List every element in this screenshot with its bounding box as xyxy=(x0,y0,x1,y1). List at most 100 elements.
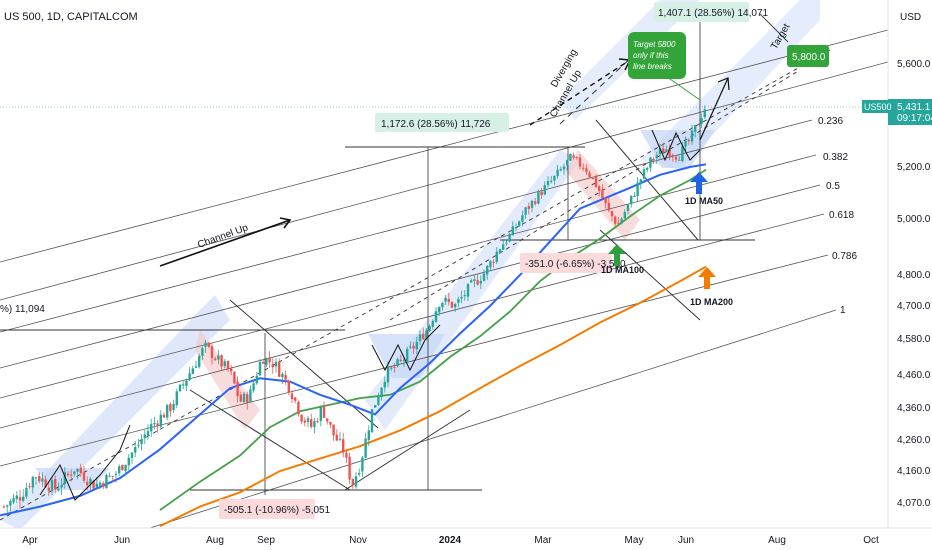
candle-body xyxy=(342,439,345,453)
candle-body xyxy=(326,418,329,422)
candle-body xyxy=(668,149,671,157)
price-axis[interactable]: USD 5,600.05,400.05,200.05,000.04,800.04… xyxy=(862,0,932,550)
candle-body xyxy=(559,169,562,171)
candle-body xyxy=(370,409,374,432)
candle-body xyxy=(377,397,380,405)
candle-body xyxy=(236,381,239,396)
candle-body xyxy=(374,405,377,408)
candle-body xyxy=(562,166,566,170)
candle-body xyxy=(566,159,569,166)
drop-2023-badge: -505.1 (-10.96%) -5,051 xyxy=(219,499,331,519)
target-note-line3: line breaks xyxy=(633,62,672,71)
candle-body xyxy=(604,197,607,204)
candle-body xyxy=(76,468,79,472)
candle-body xyxy=(313,421,316,428)
candle-body xyxy=(646,167,649,170)
candle-body xyxy=(476,280,479,285)
candle-body xyxy=(278,362,281,377)
candle-body xyxy=(329,421,332,425)
candle-body xyxy=(265,358,268,365)
candle-body xyxy=(527,206,530,209)
candle-body xyxy=(684,140,687,147)
candle-body xyxy=(242,393,246,403)
y-tick-label: 5,600.0 xyxy=(897,59,931,70)
candle-body xyxy=(585,168,588,172)
candle-body xyxy=(537,191,540,204)
candle-body xyxy=(201,348,204,356)
plot-area[interactable] xyxy=(0,0,888,528)
candle-body xyxy=(217,355,220,360)
candle-body xyxy=(140,439,143,445)
candle-body xyxy=(130,452,134,458)
candle-body xyxy=(508,234,511,242)
candle-body xyxy=(28,486,31,488)
candle-body xyxy=(124,464,127,471)
candle-body xyxy=(556,169,559,177)
candle-body xyxy=(57,488,60,491)
x-tick-label: Sep xyxy=(257,535,275,546)
x-tick-label: Mar xyxy=(534,535,552,546)
candle-body xyxy=(70,474,73,476)
candle-body xyxy=(306,418,310,423)
candle-body xyxy=(441,302,444,308)
ma50-line xyxy=(0,163,707,517)
candle-body xyxy=(185,380,188,386)
candle-body xyxy=(655,155,658,159)
candle-body xyxy=(697,124,700,126)
candle-body xyxy=(438,307,441,313)
price-tag-symbol: US500 xyxy=(864,102,892,112)
candle-body xyxy=(492,261,495,263)
candle-body xyxy=(578,157,582,167)
currency-label: USD xyxy=(900,12,921,23)
candle-body xyxy=(92,480,95,489)
projection-arrow xyxy=(699,77,729,141)
candle-body xyxy=(274,361,278,367)
trend-line xyxy=(149,309,837,528)
candle-body xyxy=(649,157,652,168)
candle-body xyxy=(678,159,681,161)
candle-body xyxy=(601,189,604,199)
candle-body xyxy=(463,295,466,297)
candle-body xyxy=(246,394,249,403)
candle-body xyxy=(546,180,550,186)
top-measure-label: 1,407.1 (28.56%) 14,071 xyxy=(658,8,769,19)
candle-body xyxy=(226,361,230,370)
trend-line xyxy=(0,154,817,369)
candle-body xyxy=(290,393,294,400)
candle-body xyxy=(534,201,537,204)
candle-body xyxy=(111,475,114,477)
candle-body xyxy=(380,387,383,398)
candle-body xyxy=(230,368,233,372)
candle-body xyxy=(121,465,124,471)
candle-body xyxy=(194,366,198,368)
x-tick-label: Jun xyxy=(678,535,694,546)
channel-bands xyxy=(0,0,820,528)
y-tick-label: 4,580.0 xyxy=(897,334,931,345)
candle-body xyxy=(38,476,41,482)
target-value-badge: 5,800.0 xyxy=(787,45,829,67)
candle-body xyxy=(690,130,694,142)
candle-body xyxy=(674,157,678,160)
candle-body xyxy=(591,178,594,180)
candle-body xyxy=(521,215,524,222)
fib-label: 0.236 xyxy=(818,116,843,127)
time-axis[interactable]: Apr Jun Aug Sep Nov 2024 Mar May Jun Aug Oct xyxy=(0,527,932,550)
y-tick-label: 4,460.0 xyxy=(897,370,931,381)
candle-body xyxy=(620,218,623,224)
candle-body xyxy=(386,367,390,383)
diverging-arrow xyxy=(529,59,631,126)
candle-body xyxy=(486,265,489,275)
candle-body xyxy=(79,467,82,474)
candle-body xyxy=(150,424,153,432)
channel-band xyxy=(640,0,820,170)
candle-body xyxy=(354,476,358,487)
candle-body xyxy=(444,297,447,302)
candle-body xyxy=(406,348,409,362)
candle-body xyxy=(572,155,575,158)
trend-line xyxy=(389,69,801,321)
candle-body xyxy=(598,186,601,191)
candle-body xyxy=(287,380,290,393)
candle-body xyxy=(470,280,473,283)
pattern-sketch xyxy=(39,424,131,501)
